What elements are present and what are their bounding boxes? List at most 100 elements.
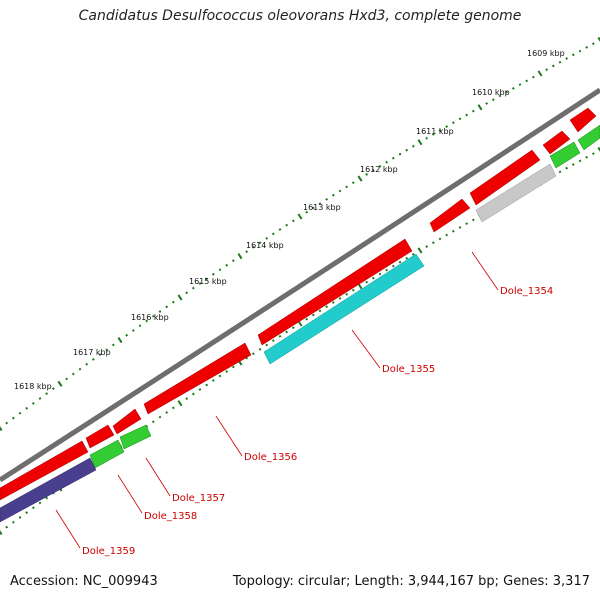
scale-tick bbox=[451, 121, 455, 125]
scale-tick bbox=[571, 163, 575, 166]
outer-tick-track bbox=[0, 36, 600, 432]
gene-arrow[interactable] bbox=[257, 238, 413, 346]
gene-arrow[interactable] bbox=[112, 408, 142, 435]
kbp-label: 1615 kbp bbox=[189, 277, 227, 286]
scale-tick bbox=[357, 175, 363, 182]
scale-tick bbox=[165, 411, 169, 414]
scale-tick bbox=[597, 146, 600, 154]
scale-tick bbox=[271, 339, 275, 343]
scale-tick bbox=[231, 259, 235, 263]
scale-tick bbox=[158, 310, 162, 313]
scale-tick bbox=[205, 383, 209, 387]
scale-tick bbox=[198, 388, 202, 391]
scale-tick bbox=[177, 294, 183, 301]
scale-tick bbox=[205, 277, 209, 281]
scale-tick bbox=[258, 347, 262, 351]
scale-tick bbox=[291, 219, 295, 223]
kbp-label: 1617 kbp bbox=[73, 348, 111, 357]
scale-tick bbox=[151, 314, 155, 318]
scale-tick bbox=[325, 198, 329, 201]
scale-tick bbox=[311, 313, 315, 317]
scale-tick bbox=[371, 168, 375, 172]
kbp-label: 1612 kbp bbox=[360, 165, 398, 174]
gene-arrow[interactable] bbox=[143, 342, 252, 415]
scale-tick bbox=[451, 229, 455, 233]
scale-tick bbox=[471, 218, 475, 222]
genome-summary-text: Topology: circular; Length: 3,944,167 bp… bbox=[232, 574, 590, 589]
gene-arrow[interactable] bbox=[569, 107, 597, 133]
scale-tick bbox=[278, 334, 282, 338]
scale-tick bbox=[318, 202, 322, 206]
scale-tick bbox=[271, 232, 275, 236]
gene-arrow-dole-1358[interactable] bbox=[89, 439, 125, 469]
scale-tick bbox=[85, 362, 89, 366]
kbp-label: 1618 kbp bbox=[14, 382, 52, 391]
gene-arrow-dole-1354[interactable] bbox=[475, 163, 557, 223]
scale-tick bbox=[398, 260, 402, 264]
scale-tick bbox=[458, 117, 462, 121]
leader-lines bbox=[55, 251, 499, 549]
scale-tick bbox=[558, 170, 562, 174]
scale-tick bbox=[378, 272, 382, 276]
scale-tick bbox=[505, 90, 509, 94]
scale-tick bbox=[391, 156, 395, 160]
scale-tick bbox=[351, 288, 355, 292]
gene-arrow[interactable] bbox=[542, 130, 571, 155]
scale-tick bbox=[57, 380, 63, 387]
scale-tick bbox=[0, 528, 3, 536]
gene-label-dole-1357[interactable]: Dole_1357 bbox=[172, 493, 225, 504]
scale-tick bbox=[391, 264, 395, 268]
gene-label-dole-1358[interactable]: Dole_1358 bbox=[144, 511, 197, 522]
gene-arrow-dole-1357[interactable] bbox=[119, 424, 152, 450]
kbp-label: 1609 kbp bbox=[527, 49, 565, 58]
gene-arrow-dole-1359[interactable] bbox=[0, 457, 97, 523]
scale-tick bbox=[25, 406, 29, 410]
scale-tick bbox=[171, 406, 175, 410]
scale-tick bbox=[145, 319, 149, 323]
kbp-label: 1616 kbp bbox=[131, 313, 169, 322]
scale-tick bbox=[345, 185, 349, 189]
gene-label-dole-1359[interactable]: Dole_1359 bbox=[82, 546, 135, 557]
gene-arrow[interactable] bbox=[0, 440, 89, 501]
scale-tick bbox=[18, 411, 22, 415]
accession-text: Accession: NC_009943 bbox=[10, 574, 158, 589]
scale-tick bbox=[0, 424, 3, 432]
backbone-line bbox=[0, 87, 600, 483]
scale-tick bbox=[417, 247, 423, 254]
gene-arrow-green[interactable] bbox=[549, 141, 581, 169]
gene-arrow[interactable] bbox=[469, 149, 541, 206]
scale-tick bbox=[511, 86, 515, 90]
scale-tick bbox=[191, 286, 195, 290]
scale-tick bbox=[458, 226, 462, 229]
gene-label-dole-1356[interactable]: Dole_1356 bbox=[244, 452, 297, 463]
gene-label-dole-1355[interactable]: Dole_1355 bbox=[382, 364, 435, 375]
gene-label-dole-1354[interactable]: Dole_1354 bbox=[500, 286, 553, 297]
kbp-label: 1611 kbp bbox=[416, 127, 454, 136]
leader-line bbox=[471, 251, 499, 291]
scale-tick bbox=[218, 268, 222, 272]
scale-tick bbox=[565, 166, 569, 170]
scale-tick bbox=[385, 268, 389, 272]
scale-tick bbox=[31, 506, 35, 510]
scale-tick bbox=[571, 53, 575, 57]
scale-tick bbox=[338, 297, 342, 300]
scale-tick bbox=[251, 352, 255, 356]
scale-tick bbox=[185, 291, 189, 295]
gene-arrow-green[interactable] bbox=[577, 124, 600, 151]
scale-tick bbox=[578, 159, 582, 163]
gene-arrow[interactable] bbox=[429, 198, 471, 233]
scale-tick bbox=[111, 343, 115, 347]
scale-tick bbox=[211, 272, 215, 276]
scale-tick bbox=[491, 98, 495, 102]
kbp-label: 1610 kbp bbox=[472, 88, 510, 97]
gene-arrow-dole-1355[interactable] bbox=[263, 253, 425, 365]
scale-tick bbox=[245, 250, 249, 254]
scale-tick bbox=[425, 245, 429, 248]
scale-tick bbox=[305, 210, 309, 214]
scale-tick bbox=[237, 253, 243, 260]
scale-tick bbox=[565, 57, 569, 60]
gene-arrow[interactable] bbox=[85, 424, 115, 449]
scale-tick bbox=[591, 42, 595, 46]
scale-tick bbox=[471, 109, 475, 113]
inner-tick-track bbox=[0, 146, 600, 536]
